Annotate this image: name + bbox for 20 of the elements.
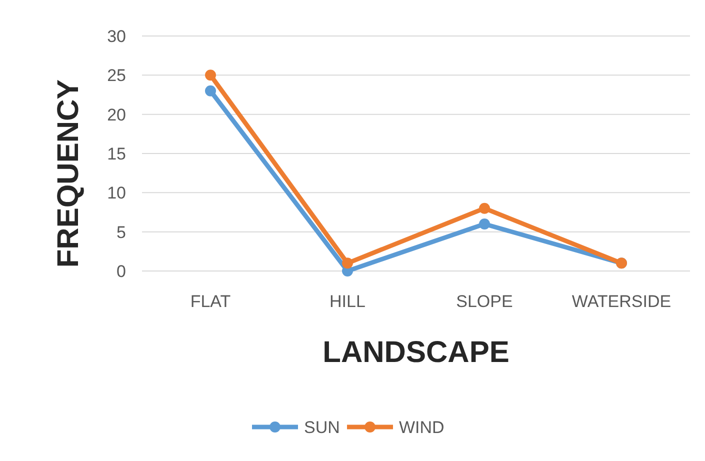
y-tick-label: 20 <box>107 105 126 124</box>
y-tick-label: 30 <box>107 26 126 46</box>
point <box>479 202 490 214</box>
x-tick-label: HILL <box>330 292 366 311</box>
point <box>205 70 216 81</box>
legend-label: SUN <box>304 418 340 437</box>
y-tick-label: 0 <box>116 262 126 281</box>
legend-label: WIND <box>399 418 444 437</box>
y-tick-label: 25 <box>107 66 126 86</box>
x-axis-title: LANDSCAPE <box>322 336 510 369</box>
y-tick-label: 5 <box>116 222 126 242</box>
point <box>205 85 216 96</box>
x-tick-label: SLOPE <box>456 292 513 311</box>
y-axis-title: FREQUENCY <box>52 79 85 268</box>
x-tick-label: FLAT <box>190 292 231 311</box>
x-tick-label: WATERSIDE <box>572 292 672 311</box>
point <box>342 258 353 269</box>
point <box>479 218 490 230</box>
y-tick-label: 15 <box>107 144 126 164</box>
y-tick-label: 10 <box>107 184 126 203</box>
